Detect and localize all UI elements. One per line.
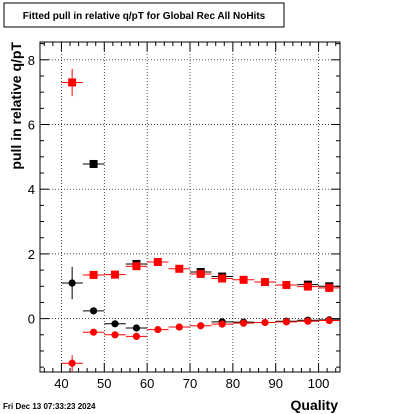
circle-marker (132, 332, 141, 341)
data-point (147, 326, 169, 334)
y-axis-label: pull in relative q/pT (8, 42, 24, 170)
data-point (82, 307, 105, 315)
y-tick-label: 2 (28, 247, 35, 262)
data-point (104, 270, 126, 279)
data-point (297, 282, 319, 291)
square-marker (89, 159, 98, 168)
data-point (232, 319, 255, 327)
data-point (211, 320, 233, 328)
square-marker (68, 78, 77, 87)
circle-marker (89, 328, 98, 336)
circle-marker (218, 320, 226, 328)
data-point (82, 328, 105, 336)
circle-marker (111, 320, 119, 328)
square-marker (218, 274, 227, 283)
x-tick-label: 40 (54, 376, 68, 391)
square-marker (111, 270, 119, 279)
circle-marker (304, 317, 312, 325)
data-point (254, 278, 276, 287)
data-point (104, 320, 126, 328)
data-point (61, 355, 83, 372)
data-point (168, 323, 190, 331)
circle-marker (282, 318, 291, 326)
circle-marker (68, 279, 76, 287)
square-marker (132, 262, 141, 271)
data-point (61, 266, 83, 300)
circle-marker (197, 322, 205, 330)
data-point (318, 316, 340, 325)
circle-marker (239, 319, 248, 327)
y-tick-label: 0 (28, 312, 35, 327)
square-marker (261, 278, 269, 287)
data-point (82, 270, 105, 279)
circle-marker (111, 331, 119, 339)
grid (40, 42, 340, 372)
title-frame (3, 2, 285, 28)
circle-marker (261, 318, 269, 327)
circle-marker (325, 316, 333, 325)
circle-marker (89, 307, 98, 315)
data-point (82, 159, 105, 168)
data-point (61, 68, 83, 97)
x-tick-label: 90 (268, 376, 282, 391)
circle-marker (175, 323, 183, 331)
circle-marker (68, 359, 76, 367)
square-marker (89, 270, 98, 279)
data-point (232, 275, 255, 284)
data-point (125, 262, 148, 271)
x-tick-label: 80 (226, 376, 240, 391)
data-point (125, 324, 148, 332)
data-point (168, 264, 190, 273)
circle-marker (132, 324, 141, 332)
square-marker (153, 258, 162, 266)
data-point (254, 318, 276, 327)
data-point (275, 280, 298, 289)
square-marker (239, 275, 248, 284)
data-point (190, 269, 212, 278)
axes: 40 50 60 70 80 90 100 0 2 4 6 8 (28, 42, 340, 391)
timestamp: Fri Dec 13 07:33:23 2024 (3, 402, 96, 411)
data-point (190, 322, 212, 330)
x-tick-label: 50 (97, 376, 111, 391)
y-tick-label: 6 (28, 118, 35, 133)
data-point (211, 274, 233, 283)
data-point (104, 331, 126, 339)
x-tick-label: 100 (308, 376, 330, 391)
x-tick-label: 60 (140, 376, 154, 391)
x-axis-label: Quality (291, 397, 339, 413)
data-point (318, 283, 340, 292)
data-point (297, 317, 319, 325)
square-marker (303, 282, 312, 291)
data-point (147, 258, 169, 266)
square-marker (325, 283, 334, 292)
y-tick-label: 4 (28, 182, 35, 197)
square-marker (196, 269, 205, 278)
x-tick-label: 70 (183, 376, 197, 391)
data-marks (61, 68, 340, 372)
y-tick-label: 8 (28, 53, 35, 68)
data-point (125, 332, 148, 341)
title-box: Fitted pull in relative q/pT for Global … (3, 2, 285, 28)
square-marker (282, 280, 291, 289)
circle-marker (154, 326, 162, 334)
chart-title: Fitted pull in relative q/pT for Global … (23, 11, 266, 22)
square-marker (175, 264, 184, 273)
data-point (275, 318, 298, 326)
